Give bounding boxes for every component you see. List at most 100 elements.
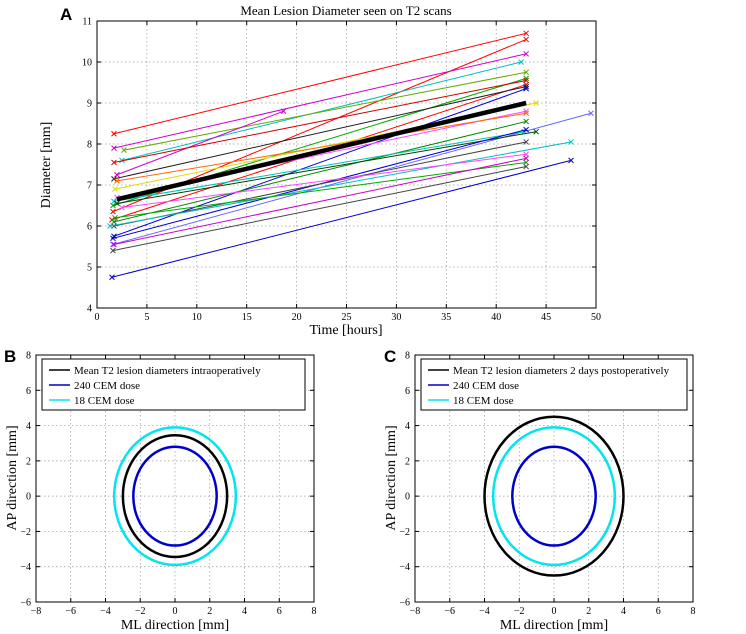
series-line-subject-20 — [113, 141, 527, 227]
b-x-tick-label: −8 — [31, 606, 42, 617]
data-point-subject-11 — [523, 85, 529, 92]
series-line-subject-10 — [113, 86, 527, 180]
panel-c-legend-label-mean: Mean T2 lesion diameters 2 days postoper… — [453, 365, 670, 377]
data-point-subject-8 — [523, 77, 529, 84]
series-line-subject-24 — [113, 157, 527, 245]
data-point-subject-15 — [114, 178, 120, 184]
data-point-subject-16 — [523, 118, 529, 125]
data-point-subject-10 — [111, 175, 117, 182]
data-point-subject-7 — [110, 202, 116, 209]
b-x-tick-label: −4 — [100, 606, 111, 617]
ellipse-mean-t2-lesion-diameters-2-days-postoperatively — [483, 415, 625, 577]
b-x-tick-label: −6 — [65, 606, 76, 617]
data-point-subject-13 — [110, 241, 116, 248]
a-x-tick-label: 20 — [292, 312, 302, 323]
data-point-subject-3 — [111, 145, 117, 151]
a-x-tick-label: 50 — [591, 312, 601, 323]
a-x-tick-label: 5 — [144, 312, 149, 323]
a-x-tick-label: 0 — [95, 312, 100, 323]
b-y-tick-label: 4 — [26, 421, 31, 432]
data-point-subject-6 — [114, 171, 120, 178]
panel-label-c: C — [384, 347, 396, 366]
c-x-tick-label: 4 — [621, 606, 626, 617]
a-x-tick-label: 15 — [242, 312, 252, 323]
panel-c-legend: Mean T2 lesion diameters 2 days postoper… — [420, 358, 688, 411]
a-y-tick-label: 4 — [87, 304, 92, 315]
data-point-subject-3 — [523, 50, 529, 57]
series-line-subject-17 — [113, 131, 525, 202]
a-x-tick-label: 40 — [491, 312, 501, 323]
panel-c-x-axis-label: ML direction [mm] — [500, 618, 608, 633]
data-point-subject-15 — [523, 110, 529, 117]
c-x-tick-label: 8 — [691, 606, 696, 617]
series-line-subject-6 — [116, 110, 284, 176]
data-point-subject-22 — [119, 204, 125, 211]
panel-c-y-axis-label: AP direction [mm] — [384, 425, 399, 530]
data-point-subject-18 — [533, 128, 539, 135]
data-point-subject-21 — [568, 139, 574, 145]
series-line-subject-26 — [111, 159, 572, 278]
data-point-subject-2 — [523, 36, 529, 43]
data-point-subject-25 — [110, 247, 116, 254]
panel-b-legend-label-mean: Mean T2 lesion diameters intraoperativel… — [74, 365, 261, 377]
data-point-subject-25 — [523, 163, 529, 170]
series-line-subject-4 — [121, 61, 522, 161]
c-x-tick-label: −6 — [444, 606, 455, 617]
c-y-tick-label: 8 — [405, 351, 410, 362]
ellipse-mean-t2-lesion-diameters-intraoperatively — [121, 434, 229, 559]
panel-b-legend-label-18-cem: 18 CEM dose — [74, 395, 135, 407]
ellipse-18-cem-dose — [112, 426, 238, 567]
data-point-subject-6 — [280, 108, 287, 115]
panel-a-series — [107, 30, 594, 281]
series-line-subject-16 — [113, 120, 527, 223]
c-y-tick-label: 6 — [405, 386, 410, 397]
c-x-tick-label: −4 — [479, 606, 490, 617]
a-y-tick-label: 7 — [87, 181, 92, 192]
series-line-subject-15 — [116, 112, 527, 182]
c-x-tick-label: −2 — [514, 606, 525, 617]
panel-b-legend-label-240-cem: 240 CEM dose — [74, 380, 140, 392]
data-point-subject-7 — [523, 75, 529, 82]
data-point-subject-26 — [109, 274, 115, 281]
series-line-subject-5 — [123, 71, 527, 151]
series-line-subject-25 — [112, 166, 527, 252]
panel-label-a: A — [60, 5, 72, 24]
series-line-subject-8 — [113, 79, 527, 163]
b-x-tick-label: −2 — [135, 606, 146, 617]
data-point-subject-19 — [110, 235, 116, 242]
data-point-subject-2 — [110, 208, 116, 215]
panel-c-legend-label-240-cem: 240 CEM dose — [453, 380, 519, 392]
data-point-subject-23 — [112, 214, 118, 221]
a-x-tick-label: 10 — [192, 312, 202, 323]
data-point-subject-24 — [111, 241, 117, 248]
b-x-tick-label: 6 — [277, 606, 282, 617]
a-x-tick-label: 35 — [441, 312, 451, 323]
panel-c-legend-label-18-cem: 18 CEM dose — [453, 395, 514, 407]
data-point-subject-9 — [523, 81, 529, 88]
a-y-tick-label: 8 — [87, 140, 92, 151]
data-point-subject-5 — [523, 69, 529, 76]
data-point-subject-26 — [568, 157, 574, 164]
panel-b-y-axis-label: AP direction [mm] — [5, 425, 20, 530]
b-y-tick-label: 8 — [26, 351, 31, 362]
b-x-tick-label: 2 — [207, 606, 212, 617]
data-point-subject-1 — [523, 30, 529, 37]
b-x-tick-label: 4 — [242, 606, 247, 617]
a-y-tick-label: 5 — [87, 263, 92, 274]
series-line-subject-13 — [112, 112, 592, 245]
series-line-subject-1 — [113, 32, 527, 135]
series-line-subject-23 — [114, 161, 527, 219]
c-x-tick-label: 0 — [552, 606, 557, 617]
panel-label-b: B — [4, 347, 16, 366]
series-line-mean — [116, 100, 527, 202]
panel-c-series — [483, 415, 625, 577]
data-point-subject-20 — [523, 139, 529, 145]
panel-c-legend-box — [420, 358, 688, 411]
series-line-subject-21 — [109, 141, 572, 227]
data-point-subject-10 — [523, 83, 529, 90]
b-y-tick-label: −6 — [20, 598, 31, 609]
